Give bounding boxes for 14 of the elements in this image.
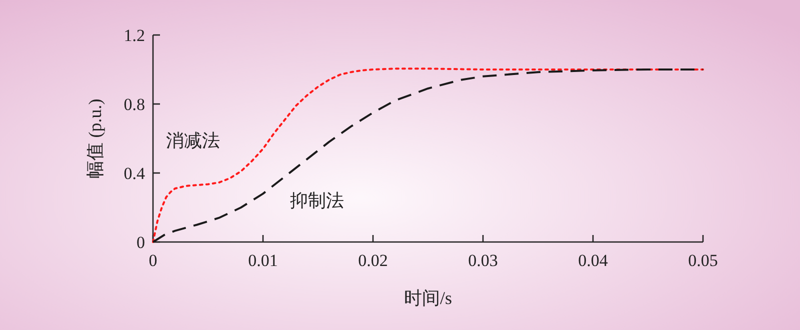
series-label: 抑制法 — [290, 190, 344, 210]
series-label: 消减法 — [166, 130, 220, 150]
y-tick-label: 0 — [136, 233, 145, 252]
y-axis-title: 幅值 (p.u.) — [85, 98, 105, 178]
y-tick-label: 0.8 — [124, 95, 145, 114]
x-tick-label: 0.05 — [688, 251, 718, 270]
x-tick-label: 0.03 — [468, 251, 498, 270]
y-tick-label: 0.4 — [124, 164, 146, 183]
x-tick-label: 0.01 — [248, 251, 278, 270]
x-tick-label: 0 — [148, 251, 158, 270]
x-axis-title: 时间/s — [404, 288, 452, 308]
x-tick-label: 0.04 — [578, 251, 608, 270]
y-tick-label: 1.2 — [124, 26, 145, 45]
x-tick-label: 0.02 — [358, 251, 388, 270]
